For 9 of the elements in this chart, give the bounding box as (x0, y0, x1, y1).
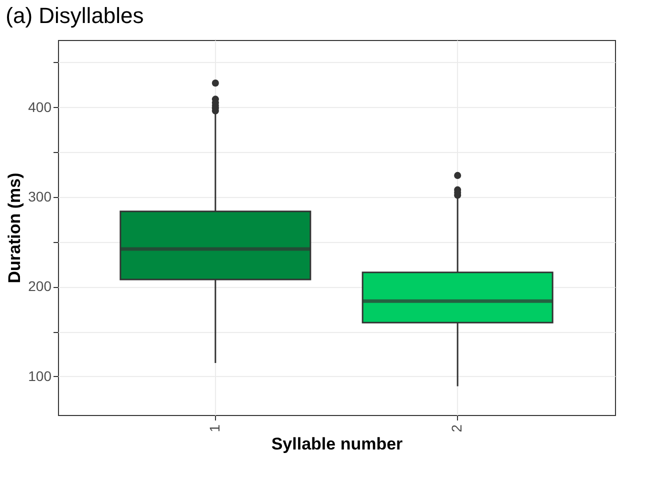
y-axis-title: Duration (ms) (5, 172, 24, 284)
x-tick-label: 2 (448, 424, 465, 432)
x-axis-title: Syllable number (271, 434, 404, 454)
y-tick-label: 200 (28, 278, 52, 294)
y-tick-label: 100 (28, 368, 52, 384)
y-tick-label: 400 (28, 98, 52, 115)
y-tick-label: 300 (28, 188, 52, 204)
chart-title: (a) Disyllables (6, 3, 144, 28)
x-tick-label: 1 (206, 424, 222, 432)
